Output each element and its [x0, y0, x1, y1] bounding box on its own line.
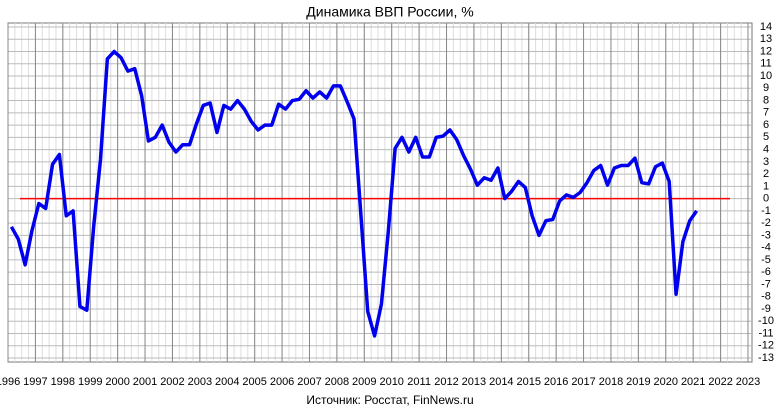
x-tick-label: 2018	[599, 376, 623, 388]
y-tick-label: -4	[761, 242, 771, 254]
x-tick-label: 2015	[516, 376, 540, 388]
y-tick-label: 4	[763, 143, 769, 155]
x-tick-label: 1999	[78, 376, 102, 388]
y-tick-label: -9	[761, 303, 771, 315]
y-tick-label: 9	[763, 82, 769, 94]
x-tick-label: 2003	[188, 376, 212, 388]
y-tick-label: -8	[761, 291, 771, 303]
y-tick-label: 2	[763, 168, 769, 180]
x-tick-label: 2000	[105, 376, 129, 388]
y-tick-label: -10	[758, 315, 774, 327]
x-tick-label: 2002	[160, 376, 184, 388]
x-tick-label: 2014	[489, 376, 513, 388]
y-tick-label: -5	[761, 254, 771, 266]
x-tick-label: 2010	[379, 376, 403, 388]
y-tick-label: 14	[760, 21, 772, 33]
x-tick-label: 2007	[297, 376, 321, 388]
x-tick-label: 2013	[462, 376, 486, 388]
y-tick-label: 5	[763, 131, 769, 143]
y-tick-label: -6	[761, 266, 771, 278]
y-tick-label: 3	[763, 156, 769, 168]
x-tick-label: 2022	[708, 376, 732, 388]
y-tick-label: -7	[761, 278, 771, 290]
x-tick-label: 2016	[544, 376, 568, 388]
x-tick-label: 1998	[51, 376, 75, 388]
chart-title: Динамика ВВП России, %	[306, 4, 473, 20]
y-tick-label: -2	[761, 217, 771, 229]
y-tick-label: 13	[760, 33, 772, 45]
y-tick-label: -3	[761, 229, 771, 241]
x-tick-label: 2012	[434, 376, 458, 388]
x-tick-label: 2011	[407, 376, 431, 388]
x-tick-label: 1997	[23, 376, 47, 388]
y-tick-label: -11	[758, 327, 773, 339]
y-tick-label: -1	[761, 205, 771, 217]
x-tick-label: 2021	[681, 376, 705, 388]
x-tick-label: 1996	[0, 376, 20, 388]
source: Источник: Росстат, FinNews.ru	[306, 393, 473, 407]
x-tick-label: 2005	[242, 376, 266, 388]
y-tick-label: 7	[763, 107, 769, 119]
x-tick-label: 2023	[736, 376, 760, 388]
x-tick-label: 2019	[626, 376, 650, 388]
y-tick-label: 11	[760, 58, 771, 70]
y-tick-label: 1	[763, 180, 769, 192]
y-tick-label: 6	[763, 119, 769, 131]
y-tick-label: 0	[763, 193, 769, 205]
x-tick-label: 2017	[571, 376, 595, 388]
x-tick-label: 2008	[325, 376, 349, 388]
x-tick-label: 2001	[133, 376, 157, 388]
y-tick-label: 8	[763, 94, 769, 106]
y-tick-label: -13	[758, 352, 774, 364]
data-line	[9, 49, 699, 338]
x-tick-label: 2020	[654, 376, 678, 388]
x-tick-label: 2004	[215, 376, 239, 388]
y-tick-label: -12	[758, 340, 774, 352]
y-tick-label: 12	[760, 45, 772, 57]
y-tick-label: 10	[760, 70, 772, 82]
x-tick-label: 2009	[352, 376, 376, 388]
x-tick-label: 2006	[270, 376, 294, 388]
